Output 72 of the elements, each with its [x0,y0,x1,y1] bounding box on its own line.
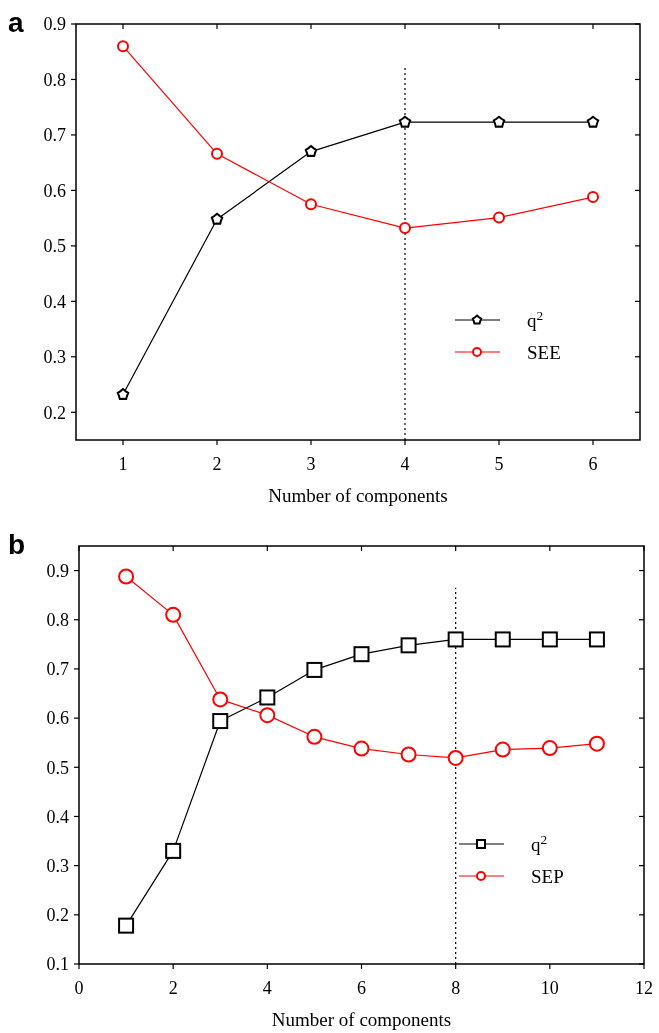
point [304,145,318,158]
point [398,115,412,128]
x-tick-label: 1 [118,454,128,474]
point [399,222,411,235]
point [118,917,135,934]
chart-title: b [8,529,26,560]
x-tick-label: 3 [306,454,316,474]
x-tick-label: 4 [400,454,410,474]
point [165,606,182,623]
y-tick-label: 0.6 [43,180,66,201]
y-tick-label: 0.8 [43,69,66,90]
y-tick-label: 0.8 [46,610,69,631]
x-tick-label: 12 [635,978,653,998]
y-tick-label: 0.4 [46,806,69,827]
chart-title: a [8,7,24,38]
point [259,707,276,724]
point [588,631,605,648]
point [306,661,323,678]
point [212,713,229,730]
y-tick-label: 0.1 [46,954,69,975]
point [588,735,605,752]
point [116,388,130,400]
y-tick-label: 0.9 [43,14,66,35]
point [259,689,276,706]
point [400,637,417,654]
y-tick-label: 0.7 [46,659,69,680]
point [212,691,229,708]
point [493,211,505,224]
legend-label: SEE [527,341,561,363]
x-axis-title: Number of components [271,1009,452,1030]
point [541,740,558,757]
y-tick-label: 0.6 [46,708,69,729]
x-tick-label: 5 [494,454,504,474]
point [165,842,182,859]
point [494,741,511,758]
y-tick-label: 0.4 [43,291,66,312]
point [400,746,417,763]
point [353,740,370,757]
point [306,728,323,745]
point [586,115,600,128]
point [587,191,599,204]
y-tick-label: 0.3 [46,855,69,876]
point [211,147,223,160]
point [494,631,511,648]
y-tick-label: 0.2 [46,905,69,926]
legend-label: q$^{2}$ [531,831,548,855]
y-tick-label: 0.3 [43,347,66,368]
legend-label: SEP [531,865,564,887]
y-tick-label: 0.5 [46,757,69,778]
x-tick-label: 10 [540,978,559,998]
legend-label: q$^{2}$ [527,307,544,331]
x-tick-label: 4 [262,978,272,998]
point [447,749,464,766]
x-tick-label: 2 [168,978,178,998]
y-tick-label: 0.2 [43,402,66,423]
y-tick-label: 0.5 [43,236,66,257]
x-tick-label: 6 [588,454,598,474]
point [492,115,506,128]
point [541,631,558,648]
x-tick-label: 0 [74,978,84,998]
point [305,198,317,211]
point [117,40,129,53]
x-tick-label: 8 [451,978,461,998]
point [210,212,224,225]
x-axis-title: Number of components [268,485,448,506]
x-tick-label: 6 [357,978,366,998]
point [353,646,370,663]
point [118,568,135,585]
x-tick-label: 2 [212,454,222,474]
point [447,631,464,648]
y-tick-label: 0.9 [46,560,69,581]
y-tick-label: 0.7 [43,125,66,146]
